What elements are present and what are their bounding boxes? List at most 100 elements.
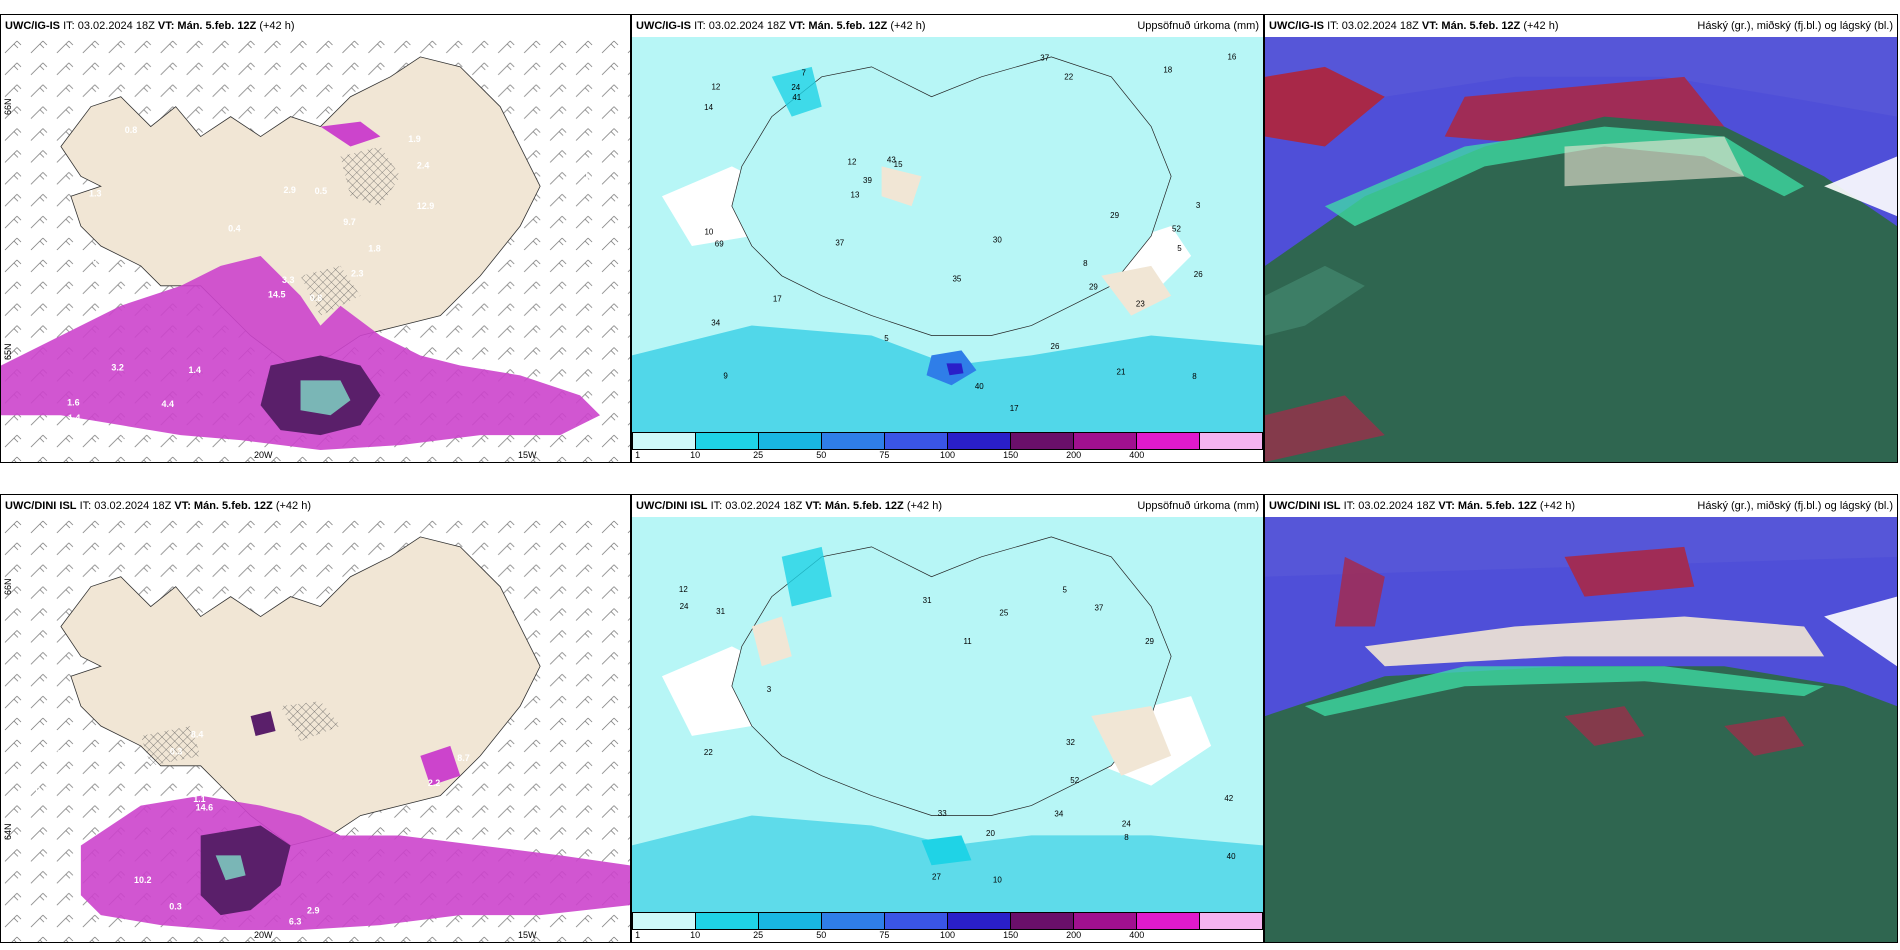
lon-label: 20W <box>254 450 273 460</box>
value-label: 11 <box>963 637 972 646</box>
legend-swatch <box>1074 432 1137 450</box>
legend-swatch <box>696 912 759 930</box>
value-label: 1.4 <box>68 413 80 423</box>
value-label: 22 <box>704 748 713 757</box>
value-label: 14.5 <box>268 289 285 299</box>
value-label: 2.9 <box>283 185 295 195</box>
value-label: 0.3 <box>169 901 181 911</box>
value-label: 37 <box>1094 604 1103 613</box>
value-label: 33 <box>938 809 947 818</box>
lead-time: (+42 h) <box>275 500 312 512</box>
value-label: 6.3 <box>289 916 301 926</box>
value-label: 13 <box>851 190 860 199</box>
value-label: 15 <box>894 160 903 169</box>
value-label: 16 <box>1227 53 1236 62</box>
value-label: 24 <box>680 602 689 611</box>
value-label: 8 <box>1124 833 1129 842</box>
precip-legend: 1 10 25 50 75 100 150 200 400 <box>632 912 1263 942</box>
lead-time: (+42 h) <box>906 500 943 512</box>
legend-swatch <box>696 432 759 450</box>
legend-label: 75 <box>879 930 890 940</box>
model-name: UWC/DINI ISL <box>5 500 77 512</box>
value-label: 40 <box>975 382 984 391</box>
value-label: 24 <box>791 83 800 92</box>
value-label: 14 <box>704 103 713 112</box>
legend-swatch <box>1011 432 1074 450</box>
lead-time: (+42 h) <box>1539 500 1576 512</box>
value-label: 29 <box>1089 283 1098 292</box>
map-area[interactable] <box>1265 517 1897 942</box>
value-label: 39 <box>863 176 872 185</box>
value-label: 12 <box>711 82 720 91</box>
field-title: Uppsöfnuð úrkoma (mm) <box>1137 20 1259 32</box>
legend-label: 100 <box>939 930 956 940</box>
value-label: 26 <box>1051 342 1060 351</box>
value-label: 17 <box>773 295 782 304</box>
panel-header: UWC/IG-IS IT: 03.02.2024 18Z VT: Mán. 5.… <box>1 15 630 37</box>
value-label: 41 <box>792 93 801 102</box>
value-label: 7 <box>802 69 807 78</box>
init-time: IT: 03.02.2024 18Z <box>63 20 155 32</box>
map-area[interactable] <box>1265 37 1897 462</box>
lead-time: (+42 h) <box>890 20 926 32</box>
snow-values: 0.8 1.3 3.3 1.6 1.8 1.4 1.9 0.5 2.4 2.3 0.8 0.7 0.8 1… <box>67 125 596 442</box>
value-label: 2.5 <box>537 722 549 732</box>
value-label: 24 <box>1122 820 1131 829</box>
map-panel-dini-precip: UWC/DINI ISL IT: 03.02.2024 18Z VT: Mán.… <box>631 494 1264 943</box>
value-label: 10 <box>704 227 713 236</box>
model-name: UWC/DINI ISL <box>636 500 708 512</box>
map-panel-igis-cloud: UWC/IG-IS IT: 03.02.2024 18Z VT: Mán. 5.… <box>1264 14 1898 463</box>
value-label: 1.3 <box>50 748 62 758</box>
legend-label: 200 <box>1066 450 1082 460</box>
model-name: UWC/DINI ISL <box>1269 500 1341 512</box>
legend-swatch <box>885 912 948 930</box>
map-panel-dini-cloud: UWC/DINI ISL IT: 03.02.2024 18Z VT: Mán.… <box>1264 494 1898 943</box>
value-label: 4.4 <box>162 399 174 409</box>
lon-label: 20W <box>254 930 273 940</box>
snow-map: 1.3 0.3 2.2 2.9 4.3 6.3 15.5 14.6 2.5 3.8 6.9 8.4 8.… <box>1 517 630 942</box>
legend-swatch <box>1137 912 1200 930</box>
value-label: 25 <box>999 609 1008 618</box>
map-area[interactable]: 11 8 12 29 27 31 10 5 3 22 24 25 32 31 40 37 42 34 20 52 24 3… <box>632 517 1263 912</box>
map-area[interactable]: 8 5 9 7 15 21 34 22 12 17 14 10 12 8 5 3 35 30 43 17 16 18 13 2… <box>632 37 1263 432</box>
value-label: 34 <box>1054 809 1063 818</box>
value-label: 1.8 <box>368 244 380 254</box>
value-label: 1.1 <box>193 794 205 804</box>
legend-label: 100 <box>939 450 956 460</box>
value-label: 2.9 <box>307 905 319 915</box>
legend-label: 150 <box>1003 930 1019 940</box>
value-label: 9.7 <box>343 217 355 227</box>
value-label: 5 <box>1177 244 1182 253</box>
value-label: 1.6 <box>67 397 79 407</box>
value-label: 2.3 <box>351 269 363 279</box>
legend-swatch <box>759 912 822 930</box>
value-label: 5 <box>1063 585 1068 594</box>
value-label: 23 <box>1136 300 1145 309</box>
legend-swatch <box>1074 912 1137 930</box>
panel-header: UWC/IG-IS IT: 03.02.2024 18Z VT: Mán. 5.… <box>632 15 1263 37</box>
value-label: 15.5 <box>428 831 445 841</box>
legend-swatch <box>1011 912 1074 930</box>
value-label: 0.6 <box>36 785 48 795</box>
value-label: 3 <box>1196 201 1201 210</box>
lat-label: 66N <box>3 578 13 595</box>
legend-swatch <box>885 432 948 450</box>
init-time: IT: 03.02.2024 18Z <box>1343 500 1436 512</box>
init-time: IT: 03.02.2024 18Z <box>1327 20 1419 32</box>
map-area[interactable]: 0.8 1.3 3.3 1.6 1.8 1.4 1.9 0.5 2.4 2.3 0.8 0.7 0.8 1… <box>1 37 630 462</box>
legend-label: 75 <box>879 450 890 460</box>
panel-header: UWC/DINI ISL IT: 03.02.2024 18Z VT: Mán.… <box>1 495 630 517</box>
lead-time: (+42 h) <box>259 20 295 32</box>
value-label: 21 <box>1117 367 1126 376</box>
value-label: 10.2 <box>134 875 151 885</box>
value-label: 30 <box>993 235 1002 244</box>
value-label: 1.4 <box>189 365 201 375</box>
panel-header: UWC/IG-IS IT: 03.02.2024 18Z VT: Mán. 5.… <box>1265 15 1897 37</box>
value-label: 69 <box>715 240 724 249</box>
value-label: 10 <box>993 876 1002 885</box>
value-label: 27 <box>932 872 941 881</box>
legend-label: 50 <box>816 930 827 940</box>
legend-swatch <box>948 432 1011 450</box>
map-area[interactable]: 1.3 0.3 2.2 2.9 4.3 6.3 15.5 14.6 2.5 3.8 6.9 8.4 8.… <box>1 517 630 942</box>
value-label: 8.7 <box>457 753 469 763</box>
